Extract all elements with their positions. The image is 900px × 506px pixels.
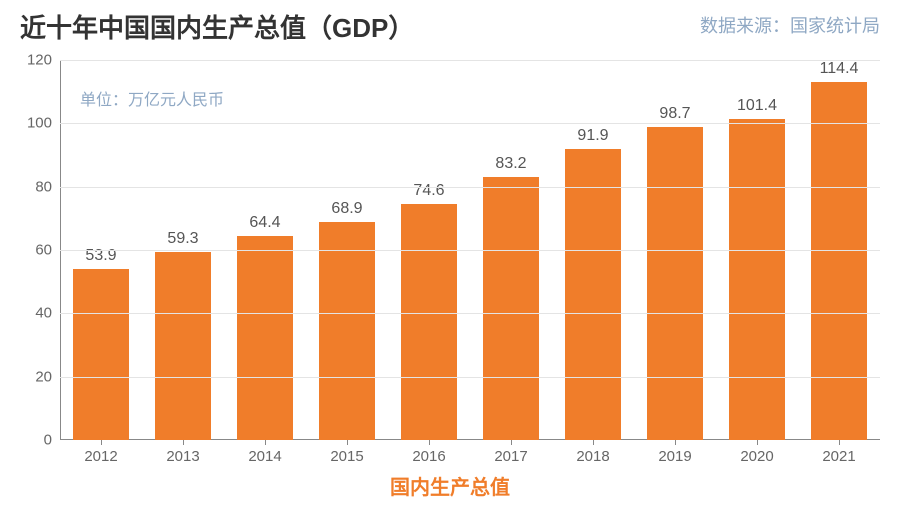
plot-region: 53.9201259.3201364.4201468.9201574.62016…	[60, 60, 880, 440]
x-tick-mark	[183, 440, 184, 445]
y-tick-label: 20	[35, 368, 52, 385]
x-tick-label: 2015	[330, 448, 363, 465]
bar-value-label: 91.9	[577, 127, 608, 145]
x-tick-mark	[675, 440, 676, 445]
x-tick-mark	[511, 440, 512, 445]
bar	[237, 236, 293, 440]
y-tick-label: 40	[35, 305, 52, 322]
bar	[155, 252, 211, 440]
y-tick-label: 100	[27, 115, 52, 132]
y-tick-label: 120	[27, 52, 52, 69]
bar	[647, 127, 703, 440]
y-tick-label: 80	[35, 178, 52, 195]
x-tick-mark	[839, 440, 840, 445]
y-tick-label: 60	[35, 242, 52, 259]
bar-value-label: 59.3	[167, 230, 198, 248]
bar	[483, 177, 539, 440]
series-label: 国内生产总值	[0, 471, 900, 500]
x-tick-mark	[757, 440, 758, 445]
bar-value-label: 98.7	[659, 105, 690, 123]
x-tick-label: 2020	[740, 448, 773, 465]
gridline	[60, 60, 880, 61]
bar	[401, 204, 457, 440]
bar-value-label: 114.4	[820, 60, 859, 78]
x-tick-mark	[429, 440, 430, 445]
gridline	[60, 187, 880, 188]
bar-value-label: 64.4	[249, 214, 280, 232]
x-tick-mark	[265, 440, 266, 445]
gridline	[60, 123, 880, 124]
bar	[565, 149, 621, 440]
gridline	[60, 313, 880, 314]
x-tick-label: 2018	[576, 448, 609, 465]
x-tick-label: 2019	[658, 448, 691, 465]
x-tick-mark	[593, 440, 594, 445]
bar	[319, 222, 375, 440]
bar-value-label: 68.9	[331, 200, 362, 218]
bar	[811, 82, 867, 440]
x-tick-label: 2014	[248, 448, 281, 465]
x-tick-label: 2016	[412, 448, 445, 465]
bar-value-label: 83.2	[495, 155, 526, 173]
chart-area: 53.9201259.3201364.4201468.9201574.62016…	[60, 60, 880, 440]
y-tick-label: 0	[44, 432, 52, 449]
bar	[73, 269, 129, 440]
bar-value-label: 74.6	[413, 182, 444, 200]
data-source: 数据来源：国家统计局	[700, 12, 880, 38]
chart-title: 近十年中国国内生产总值（GDP）	[20, 8, 414, 45]
x-tick-label: 2012	[84, 448, 117, 465]
x-tick-mark	[101, 440, 102, 445]
gridline	[60, 250, 880, 251]
gridline	[60, 377, 880, 378]
x-tick-label: 2013	[166, 448, 199, 465]
x-tick-label: 2017	[494, 448, 527, 465]
bar	[729, 119, 785, 440]
bar-value-label: 101.4	[737, 97, 777, 115]
x-tick-label: 2021	[822, 448, 855, 465]
x-tick-mark	[347, 440, 348, 445]
